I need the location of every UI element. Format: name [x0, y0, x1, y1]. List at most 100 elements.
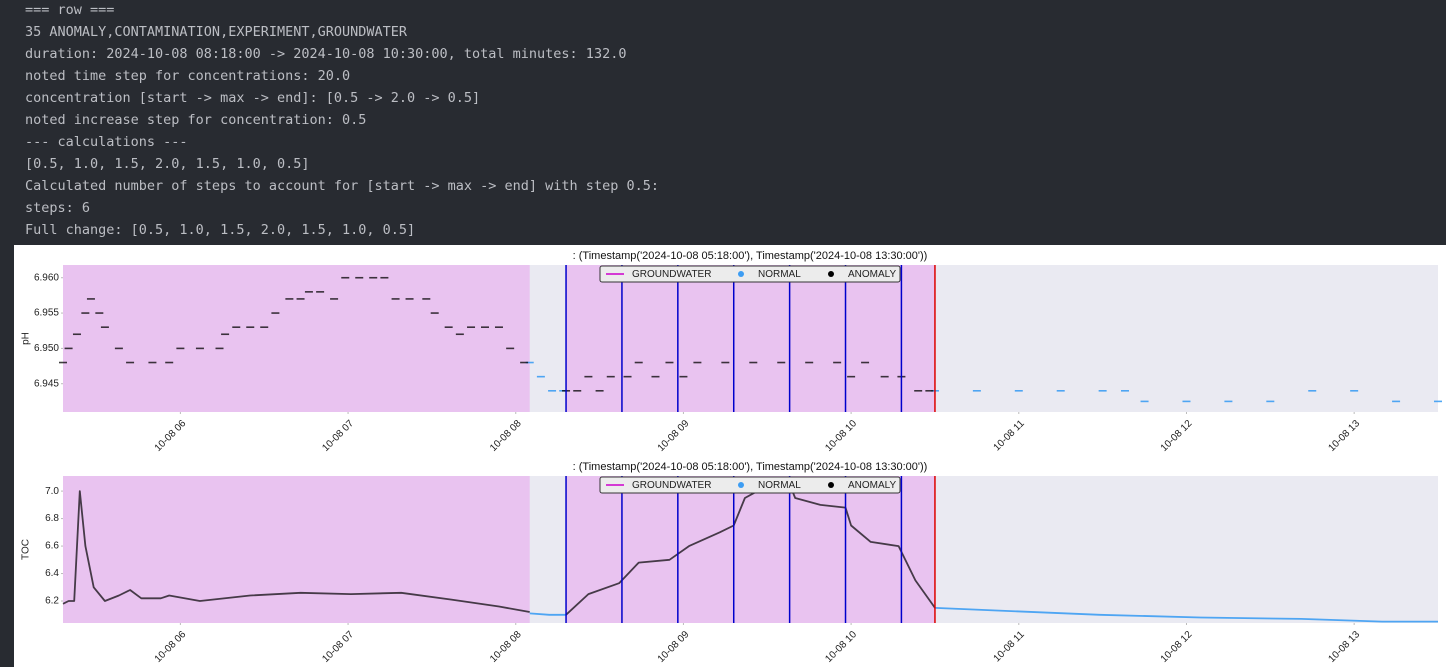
- data-point: [260, 326, 269, 328]
- data-point: [506, 347, 515, 350]
- data-point: [833, 361, 842, 364]
- console-line: --- calculations ---: [25, 134, 188, 150]
- chart: : (Timestamp('2024-10-08 05:18:00'), Tim…: [21, 461, 1438, 665]
- y-tick-label: 6.4: [45, 568, 59, 579]
- legend-label: GROUNDWATER: [632, 480, 711, 491]
- console-line: 35 ANOMALY,CONTAMINATION,EXPERIMENT,GROU…: [25, 24, 408, 40]
- console-line: noted increase step for concentration: 0…: [25, 112, 366, 128]
- data-point: [623, 375, 632, 378]
- data-point: [422, 298, 431, 300]
- data-point: [634, 361, 643, 364]
- data-point: [72, 333, 81, 336]
- y-tick-label: 6.960: [34, 272, 59, 283]
- data-point: [584, 375, 593, 378]
- y-tick-label: 6.955: [34, 308, 59, 319]
- y-axis-label: TOC: [21, 539, 32, 560]
- data-point: [296, 298, 305, 300]
- legend-swatch: [738, 482, 744, 488]
- data-point: [100, 326, 109, 328]
- data-point: [914, 389, 923, 392]
- legend-label: ANOMALY: [848, 269, 896, 280]
- legend-swatch: [828, 482, 834, 488]
- legend-label: ANOMALY: [848, 480, 896, 491]
- data-point: [176, 347, 185, 350]
- y-tick-label: 6.6: [45, 541, 59, 552]
- console-line: noted time step for concentrations: 20.0: [25, 68, 350, 84]
- data-point: [148, 361, 157, 364]
- data-point: [246, 326, 255, 328]
- groundwater-span: [566, 265, 935, 412]
- data-point: [195, 347, 204, 350]
- data-point: [481, 326, 490, 328]
- legend-swatch: [738, 271, 744, 277]
- console-line: duration: 2024-10-08 08:18:00 -> 2024-10…: [25, 46, 626, 62]
- data-point: [1014, 389, 1023, 392]
- data-point: [749, 361, 758, 364]
- groundwater-span: [566, 476, 935, 623]
- data-point: [1266, 400, 1275, 403]
- data-line: [529, 607, 1438, 623]
- data-point: [494, 326, 503, 328]
- data-point: [81, 312, 90, 314]
- legend-label: GROUNDWATER: [632, 269, 711, 280]
- y-tick-label: 6.945: [34, 378, 59, 389]
- y-tick-label: 7.0: [45, 486, 59, 497]
- data-point: [847, 375, 856, 378]
- data-point: [805, 361, 814, 364]
- data-point: [861, 361, 870, 364]
- data-point: [679, 375, 688, 378]
- data-point: [536, 375, 545, 378]
- data-point: [455, 333, 464, 336]
- data-point: [467, 326, 476, 328]
- data-point: [665, 361, 674, 364]
- legend-swatch: [828, 271, 834, 277]
- data-point: [651, 375, 660, 378]
- data-point: [520, 361, 529, 364]
- data-point: [1056, 389, 1065, 392]
- data-point: [341, 276, 350, 279]
- chart-title: : (Timestamp('2024-10-08 05:18:00'), Tim…: [573, 250, 928, 262]
- legend-box: [599, 476, 901, 494]
- data-point: [391, 298, 400, 300]
- data-point: [126, 361, 135, 364]
- data-point: [1182, 400, 1191, 403]
- console-line: steps: 6: [25, 200, 90, 216]
- data-point: [1350, 389, 1359, 392]
- data-point: [1224, 400, 1233, 403]
- console-line: Calculated number of steps to account fo…: [25, 178, 659, 194]
- data-point: [1308, 389, 1317, 392]
- data-point: [304, 291, 313, 293]
- data-point: [880, 375, 889, 378]
- data-point: [595, 389, 604, 392]
- data-point: [1392, 400, 1401, 403]
- data-point: [221, 333, 230, 336]
- data-point: [405, 298, 414, 300]
- data-point: [285, 298, 294, 300]
- legend-label: NORMAL: [758, 480, 801, 491]
- data-point: [215, 347, 224, 350]
- data-point: [59, 361, 67, 364]
- y-tick-label: 6.950: [34, 343, 59, 354]
- console-line: concentration [start -> max -> end]: [0.…: [25, 90, 480, 106]
- data-point: [114, 347, 123, 350]
- data-point: [271, 312, 280, 314]
- data-point: [777, 361, 786, 364]
- chart-title: : (Timestamp('2024-10-08 05:18:00'), Tim…: [573, 461, 928, 473]
- data-point: [95, 312, 104, 314]
- data-point: [1140, 400, 1149, 403]
- y-axis-label: pH: [21, 332, 32, 345]
- data-point: [355, 276, 364, 279]
- data-point: [380, 276, 389, 279]
- console-line: === row ===: [25, 2, 114, 18]
- data-point: [1098, 389, 1107, 392]
- data-point: [86, 298, 95, 300]
- data-point: [606, 375, 615, 378]
- data-point: [165, 361, 174, 364]
- y-tick-label: 6.8: [45, 513, 59, 524]
- data-point: [925, 389, 934, 392]
- data-point: [972, 389, 981, 392]
- data-point: [369, 276, 378, 279]
- data-point: [573, 389, 582, 392]
